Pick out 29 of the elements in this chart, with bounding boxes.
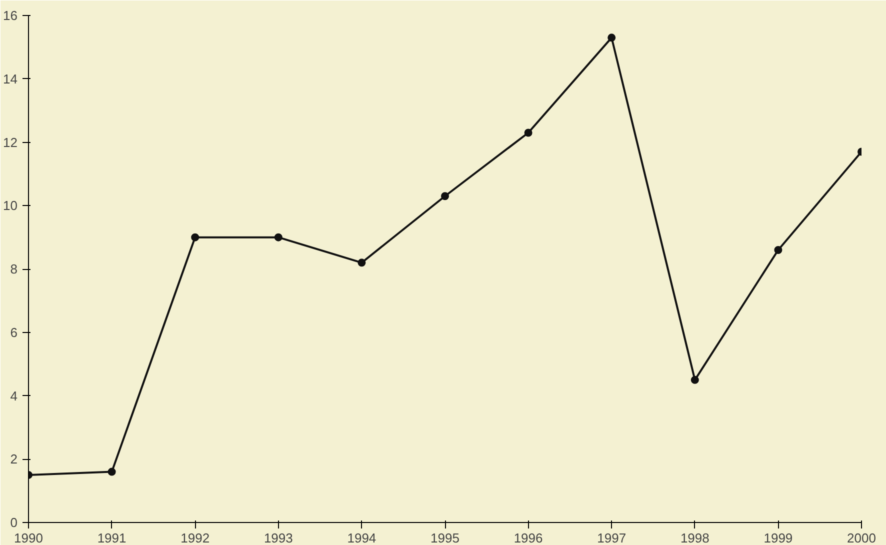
- x-tick-label: 1993: [264, 530, 293, 545]
- y-tick-label: 10: [3, 198, 18, 214]
- point: [358, 258, 366, 267]
- point: [274, 233, 282, 242]
- x-tick-label: 1990: [14, 530, 43, 545]
- point: [441, 192, 449, 200]
- y-tick-label: 8: [10, 262, 18, 276]
- x-tick-label: 1997: [597, 530, 626, 545]
- x-tick-label: 1995: [430, 530, 460, 545]
- point: [524, 128, 532, 137]
- y-tick-label: 12: [3, 134, 18, 150]
- x-tick-label: 1994: [347, 530, 376, 545]
- x-tick-label: 1999: [764, 530, 793, 545]
- x-tick-label: 1996: [514, 530, 543, 545]
- y-tick-label: 16: [3, 8, 18, 23]
- y-tick-label: 2: [10, 452, 18, 467]
- point: [108, 468, 116, 476]
- point: [608, 34, 616, 42]
- point: [690, 376, 699, 384]
- y-tick-label: 14: [3, 71, 18, 86]
- y-tick-label: 0: [10, 515, 18, 530]
- point: [774, 246, 782, 254]
- y-tick-label: 6: [10, 324, 18, 340]
- point: [191, 233, 200, 242]
- x-tick-label: 1998: [680, 530, 710, 545]
- y-tick-label: 4: [10, 388, 18, 404]
- x-tick-label: 1991: [97, 530, 126, 545]
- x-tick-label: 1992: [180, 530, 210, 545]
- x-tick-label: 2000: [847, 530, 876, 545]
